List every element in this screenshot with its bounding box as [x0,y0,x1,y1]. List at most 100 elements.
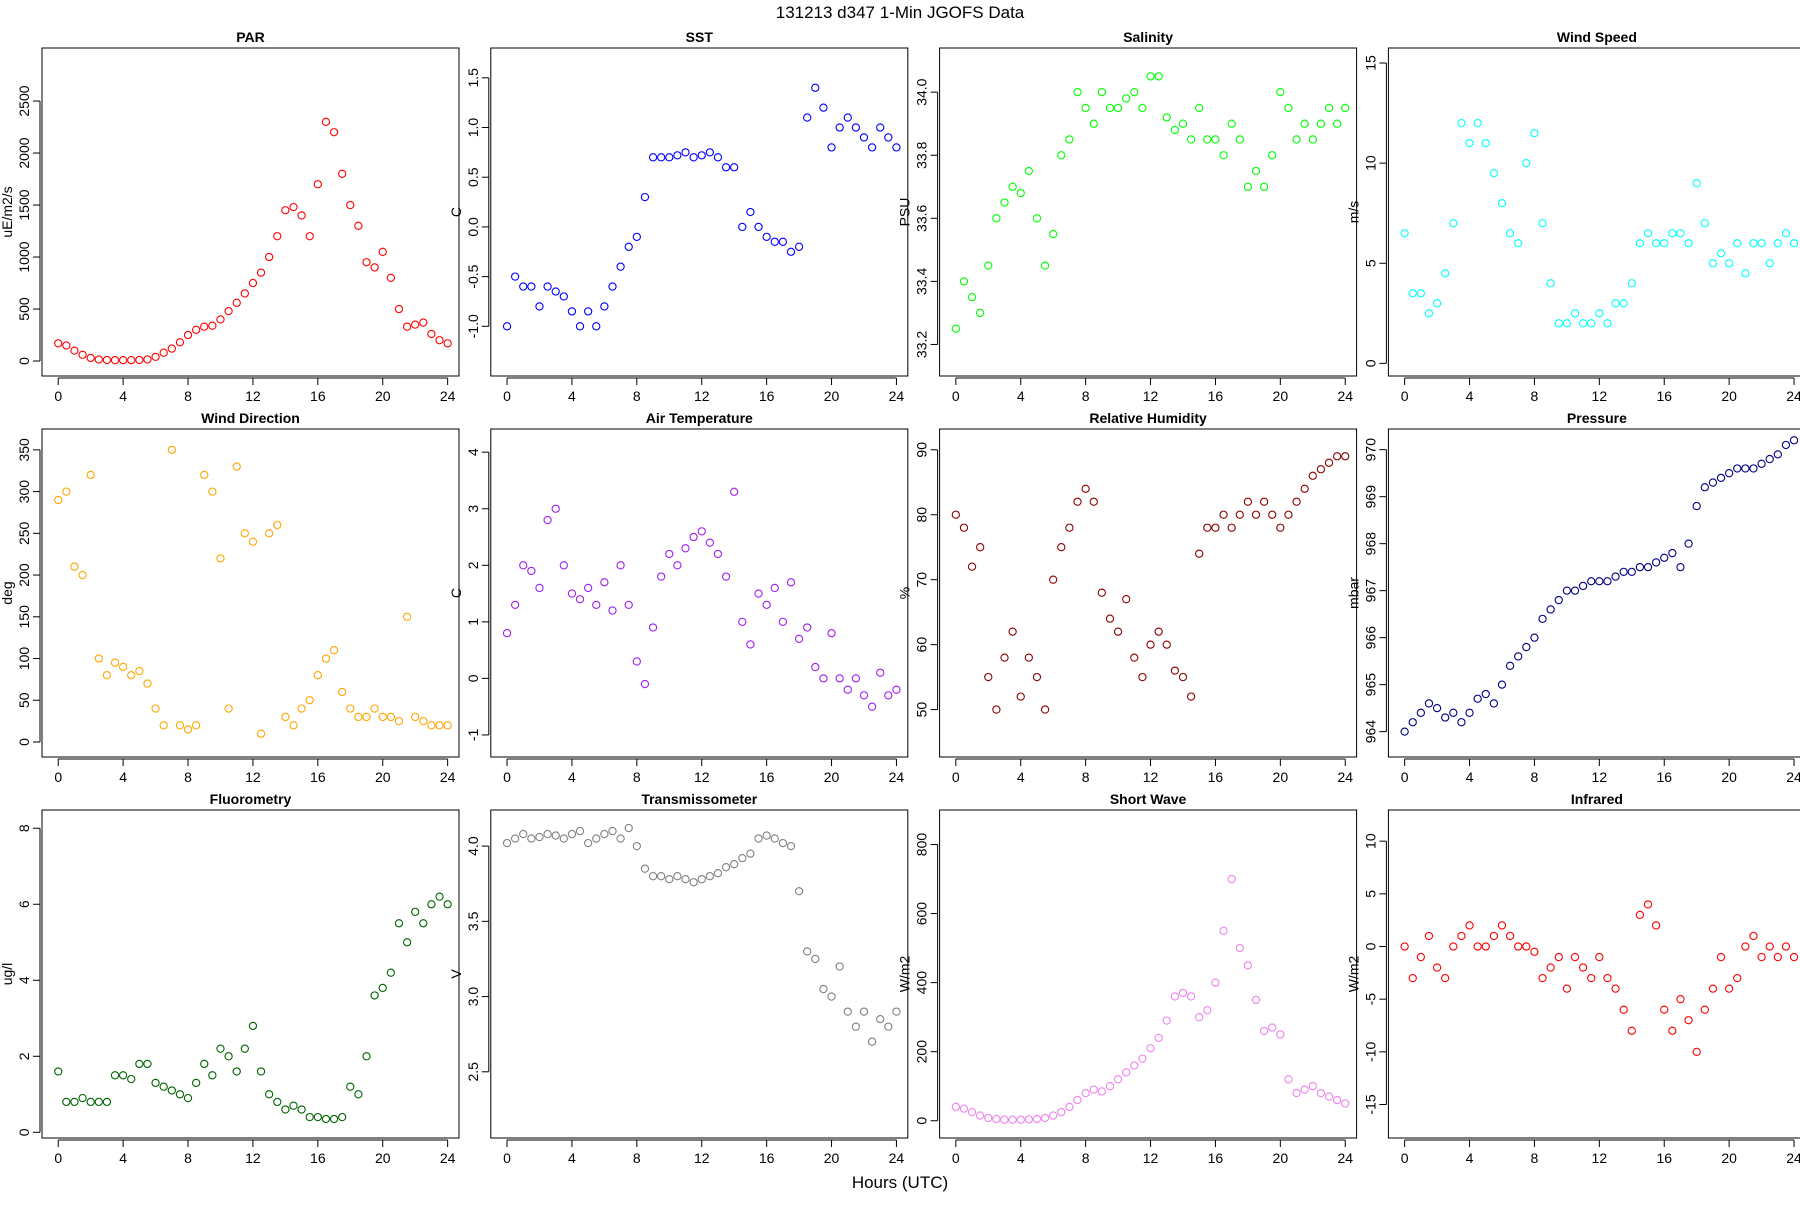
data-point [1538,219,1547,228]
x-tick-label: 16 [759,769,775,785]
data-point [1408,289,1417,298]
y-tick-label: 3.5 [465,911,481,931]
data-point [102,1097,112,1107]
data-point [1065,135,1074,144]
data-point [1259,1026,1269,1036]
x-tick-label: 16 [1656,1150,1672,1166]
data-point [1708,259,1718,268]
data-point [70,346,79,355]
data-point [1716,249,1726,258]
panel-title: Relative Humidity [1089,410,1207,426]
data-point [1603,973,1612,983]
data-point [329,1114,339,1124]
data-point [657,153,666,162]
data-point [427,900,436,909]
data-point [851,674,861,683]
data-point [135,1059,144,1069]
y-tick-label: 964 [1362,720,1378,744]
data-point [1432,299,1442,308]
data-point [1008,627,1017,636]
data-point [1341,452,1350,461]
data-point [1113,103,1123,113]
data-point [1789,952,1799,962]
data-point [811,954,820,964]
x-tick-label: 20 [824,388,840,404]
y-tick-label: 2 [465,561,481,569]
plot-frame [490,428,909,758]
panel-title: Infrared [1571,791,1623,807]
data-point [770,834,779,843]
data-point [819,984,828,994]
y-axis-label: ug/l [0,963,15,986]
data-point [1284,103,1293,113]
data-point [143,1059,152,1069]
data-point [592,834,601,843]
data-point [1016,188,1025,198]
data-point [592,322,601,331]
data-point [1049,1111,1058,1120]
data-point [519,282,528,291]
data-point [1578,963,1588,972]
x-tick-label: 4 [1017,1150,1025,1166]
data-point [378,712,387,722]
data-point [705,872,714,881]
panel-title: Wind Speed [1557,29,1637,45]
data-point [1000,1115,1009,1124]
data-point [1024,653,1033,662]
data-point [1024,166,1033,176]
data-point [1081,484,1090,493]
data-point [1481,138,1490,148]
x-tick-label: 20 [1273,388,1289,404]
data-point [1243,182,1253,191]
data-point [689,153,698,162]
data-point [167,445,176,455]
data-point [1522,642,1531,652]
data-point [1057,1107,1066,1117]
x-tick-label: 16 [1208,1150,1224,1166]
data-point [1497,921,1507,930]
data-point [289,721,298,730]
y-tick-label: 33.2 [914,331,930,358]
y-tick-label: 0 [16,357,32,365]
data-point [697,151,706,160]
data-point [208,1071,217,1080]
data-point [435,892,444,901]
data-point [289,1101,298,1110]
data-point [1651,239,1661,248]
data-point [951,1102,960,1112]
data-point [224,704,233,713]
data-point [1332,119,1342,128]
data-point [1489,699,1499,708]
x-tick-label: 24 [440,1150,456,1166]
data-point [673,151,682,160]
data-point [354,1090,363,1099]
data-point [843,1007,852,1016]
data-point [394,716,404,726]
data-point [208,321,217,330]
x-tick-label: 20 [1721,1150,1737,1166]
data-point [1268,510,1277,519]
data-point [1259,497,1269,506]
data-point [1773,450,1782,459]
data-point [746,207,755,217]
y-tick-label: 1.0 [465,118,481,138]
panel: Transmissometer 0 4 8 12 16 20 24 2.5 3.0 3.5 4.0 V [448,791,909,1166]
data-point [338,1112,347,1122]
data-point [967,293,977,302]
data-point [535,583,544,593]
data-point [770,237,779,246]
data-point [191,325,201,334]
data-point [1211,523,1220,532]
data-point [584,838,593,848]
data-point [665,153,674,162]
data-point [1449,942,1458,951]
data-point [329,128,339,137]
data-point [835,674,844,683]
y-tick-label: 10 [1362,155,1378,171]
x-tick-label: 0 [952,388,960,404]
data-point [1000,653,1009,662]
data-point [1424,309,1434,318]
data-point [1522,942,1531,951]
data-point [183,1093,193,1103]
data-point [1595,309,1604,318]
